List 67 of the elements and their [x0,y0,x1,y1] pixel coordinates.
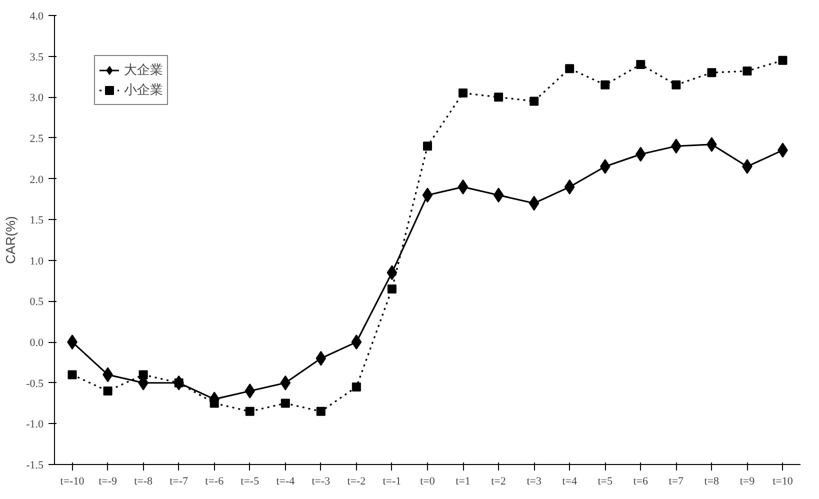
x-tick-label: t=-8 [134,476,154,488]
x-tick-label: t=-5 [240,476,260,488]
point [707,68,716,78]
y-tick-label: -1.5 [26,460,44,472]
point [68,370,77,380]
y-tick-label: -1.0 [26,418,44,431]
point [636,60,646,69]
point [494,92,504,102]
point [672,80,681,90]
x-tick-label: t=-7 [170,476,189,488]
y-tick-label: 0.0 [30,337,44,350]
point [564,179,575,194]
x-tick-label: t=-3 [312,476,331,488]
x-tick-label: t=-6 [205,476,224,488]
point [316,350,326,366]
point [244,384,256,399]
point [423,142,432,151]
y-tick-label: 2.0 [30,174,44,186]
point [778,56,788,65]
x-tick-label: t=10 [772,476,794,488]
x-tick-label: t=0 [420,476,436,488]
point [493,188,504,203]
point [422,188,433,203]
x-tick-label: t=7 [668,476,684,488]
point [352,382,361,392]
point [138,370,148,380]
x-tick-label: t=6 [633,476,649,488]
x-tick-label: t=3 [526,476,542,488]
point [103,386,112,396]
point [528,196,540,211]
point [387,284,396,294]
y-tick-label: 4.0 [30,10,44,22]
x-tick-label: t=-9 [98,476,118,488]
point [245,406,254,416]
legend-label: 小企業 [124,81,163,99]
point [458,88,468,98]
y-axis-title: CAR(%) [3,216,18,264]
y-tick-label: 3.0 [30,92,44,104]
x-tick-label: t=9 [740,476,756,488]
point [600,159,610,174]
x-tick-label: t=-1 [382,476,402,488]
point [351,334,362,350]
x-tick-label: t=-10 [60,476,85,488]
point [458,179,468,194]
y-tick-label: 1.5 [30,214,44,227]
x-tick-label: t=4 [562,476,578,488]
x-tick-label: t=5 [598,476,613,488]
x-tick-label: t=1 [456,476,470,488]
x-tick-label: t=-4 [276,476,296,488]
point [280,375,291,390]
x-tick-label: t=8 [704,476,720,488]
point [530,96,539,106]
x-tick-label: t=-2 [347,476,366,488]
y-tick-label: 0.5 [30,296,44,308]
legend-label: 大企業 [124,61,163,79]
point [316,406,326,416]
point [386,265,398,280]
point [742,66,752,76]
point [600,80,610,90]
y-tick-label: 2.5 [30,132,44,145]
y-tick-label: -0.5 [26,378,44,390]
point [635,146,646,162]
point [280,398,290,408]
point [565,64,574,74]
y-tick-label: 1.0 [30,255,44,268]
y-tick-label: 3.5 [30,51,44,64]
x-tick-label: t=2 [491,476,506,488]
